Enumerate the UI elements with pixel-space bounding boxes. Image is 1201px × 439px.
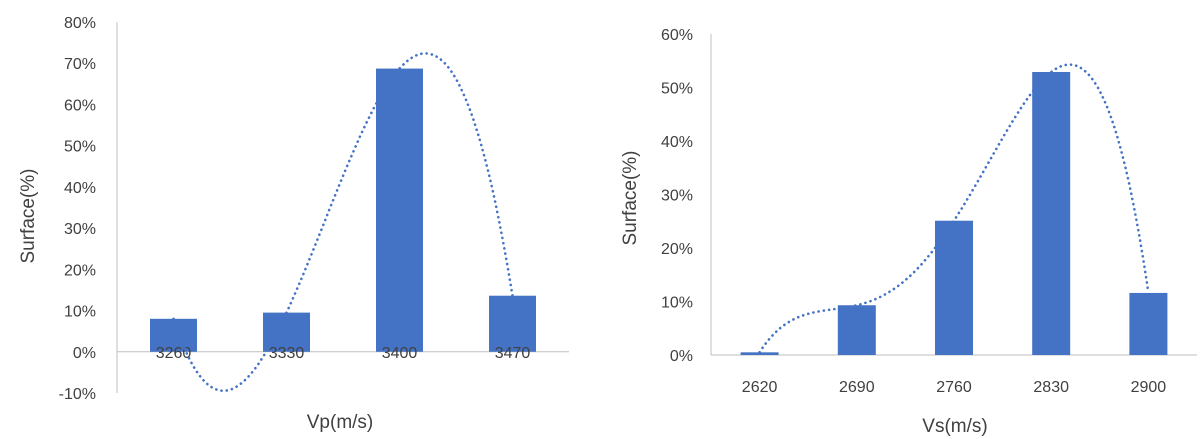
x-tick-label-vs: 2620 [742,379,778,396]
y-tick-label-vp: 10% [64,304,96,321]
y-axis-title-vp: Surface(%) [18,168,39,263]
x-tick-label-vp: 3400 [382,345,418,362]
y-tick-label-vp: 0% [73,345,96,362]
x-tick-label-vs: 2760 [936,379,972,396]
y-tick-label-vp: 70% [64,56,96,73]
y-tick-label-vp: 20% [64,262,96,279]
trendline-vp [172,52,514,393]
y-tick-label-vp: 50% [64,139,96,156]
chart-vp: Vp(m/s) Surface(%) -10% 0% 10% 20% 30% 40% 50%… [18,15,569,433]
y-tick-label-vp: 40% [64,180,96,197]
y-tick-label-vp: -10% [59,386,96,403]
y-tick-label-vp: 60% [64,97,96,114]
bar-vs-2620[interactable] [740,352,779,355]
y-tick-label-vs: 10% [661,295,693,312]
y-tick-label-vs: 20% [661,241,693,258]
bar-vs-2900[interactable] [1129,292,1168,355]
y-tick-label-vs: 60% [661,27,693,44]
bar-vs-2830[interactable] [1032,71,1071,356]
y-tick-label-vs: 40% [661,134,693,151]
bar-vs-2760[interactable] [935,220,973,355]
bar-vp-3400[interactable] [376,68,423,352]
x-tick-label-vp: 3470 [495,345,531,362]
x-tick-label-vs: 2900 [1131,379,1167,396]
bar-vp-3470[interactable] [489,295,536,352]
x-tick-label-vs: 2690 [839,379,875,396]
y-tick-label-vs: 50% [661,81,693,98]
y-tick-label-vs: 0% [670,348,693,365]
y-tick-label-vp: 80% [64,15,96,32]
trendline-vs [758,63,1150,354]
x-tick-label-vp: 3330 [269,345,305,362]
x-tick-label-vp: 3260 [156,345,192,362]
chart-vs: Vs(m/s) Surface(%) 0% 10% 20% 30% 40% 50% 60% 2… [620,27,1197,437]
x-axis-title-vp: Vp(m/s) [307,412,374,433]
bar-vs-2690[interactable] [837,305,876,355]
y-tick-label-vs: 30% [661,188,693,205]
y-axis-title-vs: Surface(%) [620,150,641,245]
y-tick-label-vp: 30% [64,221,96,238]
bar-vp-3330[interactable] [263,312,310,352]
x-axis-title-vs: Vs(m/s) [922,416,987,437]
bar-vp-3260[interactable] [150,318,197,352]
x-tick-label-vs: 2830 [1033,379,1069,396]
